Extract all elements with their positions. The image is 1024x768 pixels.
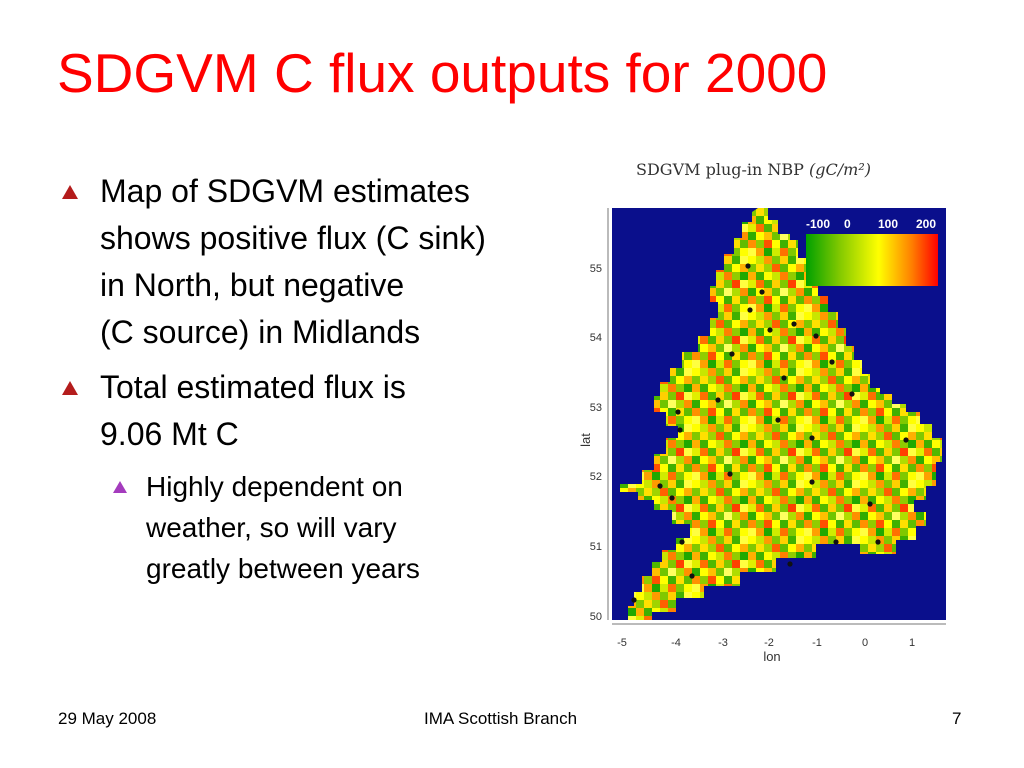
site-dot	[791, 321, 797, 327]
flux-map: -100 0 100 200 -5 -4 -3 -2 -1 0 1 lon 50…	[580, 200, 960, 670]
colorbar-tick: 0	[844, 217, 851, 231]
footer-presentation-name: IMA Scottish Branch	[424, 709, 578, 728]
x-tick-label: -4	[671, 637, 681, 649]
red-triangle-bullet-icon	[62, 185, 78, 199]
bullet-line: Total estimated flux is	[100, 369, 406, 405]
purple-triangle-bullet-icon	[113, 481, 127, 493]
y-tick-label: 55	[590, 263, 602, 275]
site-dot	[875, 539, 881, 545]
y-axis-label: lat	[580, 433, 593, 447]
slide-title: SDGVM C flux outputs for 2000	[57, 42, 828, 104]
red-triangle-bullet-icon	[62, 381, 78, 395]
land-cells	[620, 208, 942, 620]
colorbar-tick: 100	[878, 217, 898, 231]
map-title-unit: (gC/m²)	[809, 160, 871, 179]
site-dot	[679, 539, 685, 545]
site-dot	[775, 417, 781, 423]
site-dot	[813, 333, 819, 339]
site-dot	[669, 495, 675, 501]
site-dot	[657, 483, 663, 489]
site-dot	[747, 307, 753, 313]
x-tick-label: -5	[617, 637, 627, 649]
site-dot	[787, 561, 793, 567]
bullet-line: (C source) in Midlands	[100, 314, 421, 350]
x-tick-label: 0	[862, 637, 868, 649]
y-tick-label: 52	[590, 471, 602, 483]
site-dot	[759, 289, 765, 295]
flux-map-svg: -100 0 100 200 -5 -4 -3 -2 -1 0 1 lon 50…	[580, 208, 946, 664]
bullet-map-description: Map of SDGVM estimates shows positive fl…	[58, 168, 578, 356]
x-axis-label: lon	[763, 649, 780, 664]
bullet-line: weather, so will vary	[146, 512, 397, 543]
bullet-line: greatly between years	[146, 553, 420, 584]
site-dot	[829, 359, 835, 365]
site-dot	[689, 573, 695, 579]
sub-bullet-weather: Highly dependent on weather, so will var…	[58, 466, 578, 589]
site-dot	[809, 479, 815, 485]
site-dot	[833, 539, 839, 545]
bullet-line: Map of SDGVM estimates	[100, 173, 470, 209]
site-dot	[849, 391, 855, 397]
measurement-sites	[631, 263, 909, 603]
bullet-line: shows positive flux (C sink)	[100, 220, 486, 256]
footer-page-number: 7	[952, 709, 962, 728]
bullet-list: Map of SDGVM estimates shows positive fl…	[58, 168, 578, 589]
site-dot	[729, 351, 735, 357]
site-dot	[767, 327, 773, 333]
site-dot	[781, 375, 787, 381]
site-dot	[809, 435, 815, 441]
y-axis: 50 51 52 53 54 55 lat	[580, 208, 609, 623]
footer-date: 29 May 2008	[58, 709, 157, 728]
x-tick-label: 1	[909, 637, 915, 649]
x-axis: -5 -4 -3 -2 -1 0 1 lon	[612, 623, 946, 664]
bullet-total-flux: Total estimated flux is 9.06 Mt C	[58, 364, 578, 458]
y-tick-label: 54	[590, 332, 602, 344]
bullet-line: 9.06 Mt C	[100, 416, 239, 452]
site-dot	[715, 397, 721, 403]
site-dot	[677, 427, 683, 433]
site-dot	[675, 409, 681, 415]
map-title-text: SDGVM plug-in NBP	[636, 160, 804, 179]
site-dot	[903, 437, 909, 443]
x-tick-label: -2	[764, 637, 774, 649]
site-dot	[867, 501, 873, 507]
colorbar-gradient	[806, 234, 938, 286]
x-tick-label: -1	[812, 637, 822, 649]
colorbar-tick: 200	[916, 217, 936, 231]
colorbar: -100 0 100 200	[806, 217, 938, 286]
y-tick-label: 53	[590, 402, 602, 414]
colorbar-tick: -100	[806, 217, 830, 231]
map-title: SDGVM plug-in NBP (gC/m²)	[636, 160, 871, 179]
site-dot	[745, 263, 751, 269]
bullet-line: Highly dependent on	[146, 471, 403, 502]
y-tick-label: 50	[590, 611, 602, 623]
site-dot	[727, 471, 733, 477]
site-dot	[631, 597, 637, 603]
bullet-line: in North, but negative	[100, 267, 405, 303]
x-tick-label: -3	[718, 637, 728, 649]
y-tick-label: 51	[590, 541, 602, 553]
